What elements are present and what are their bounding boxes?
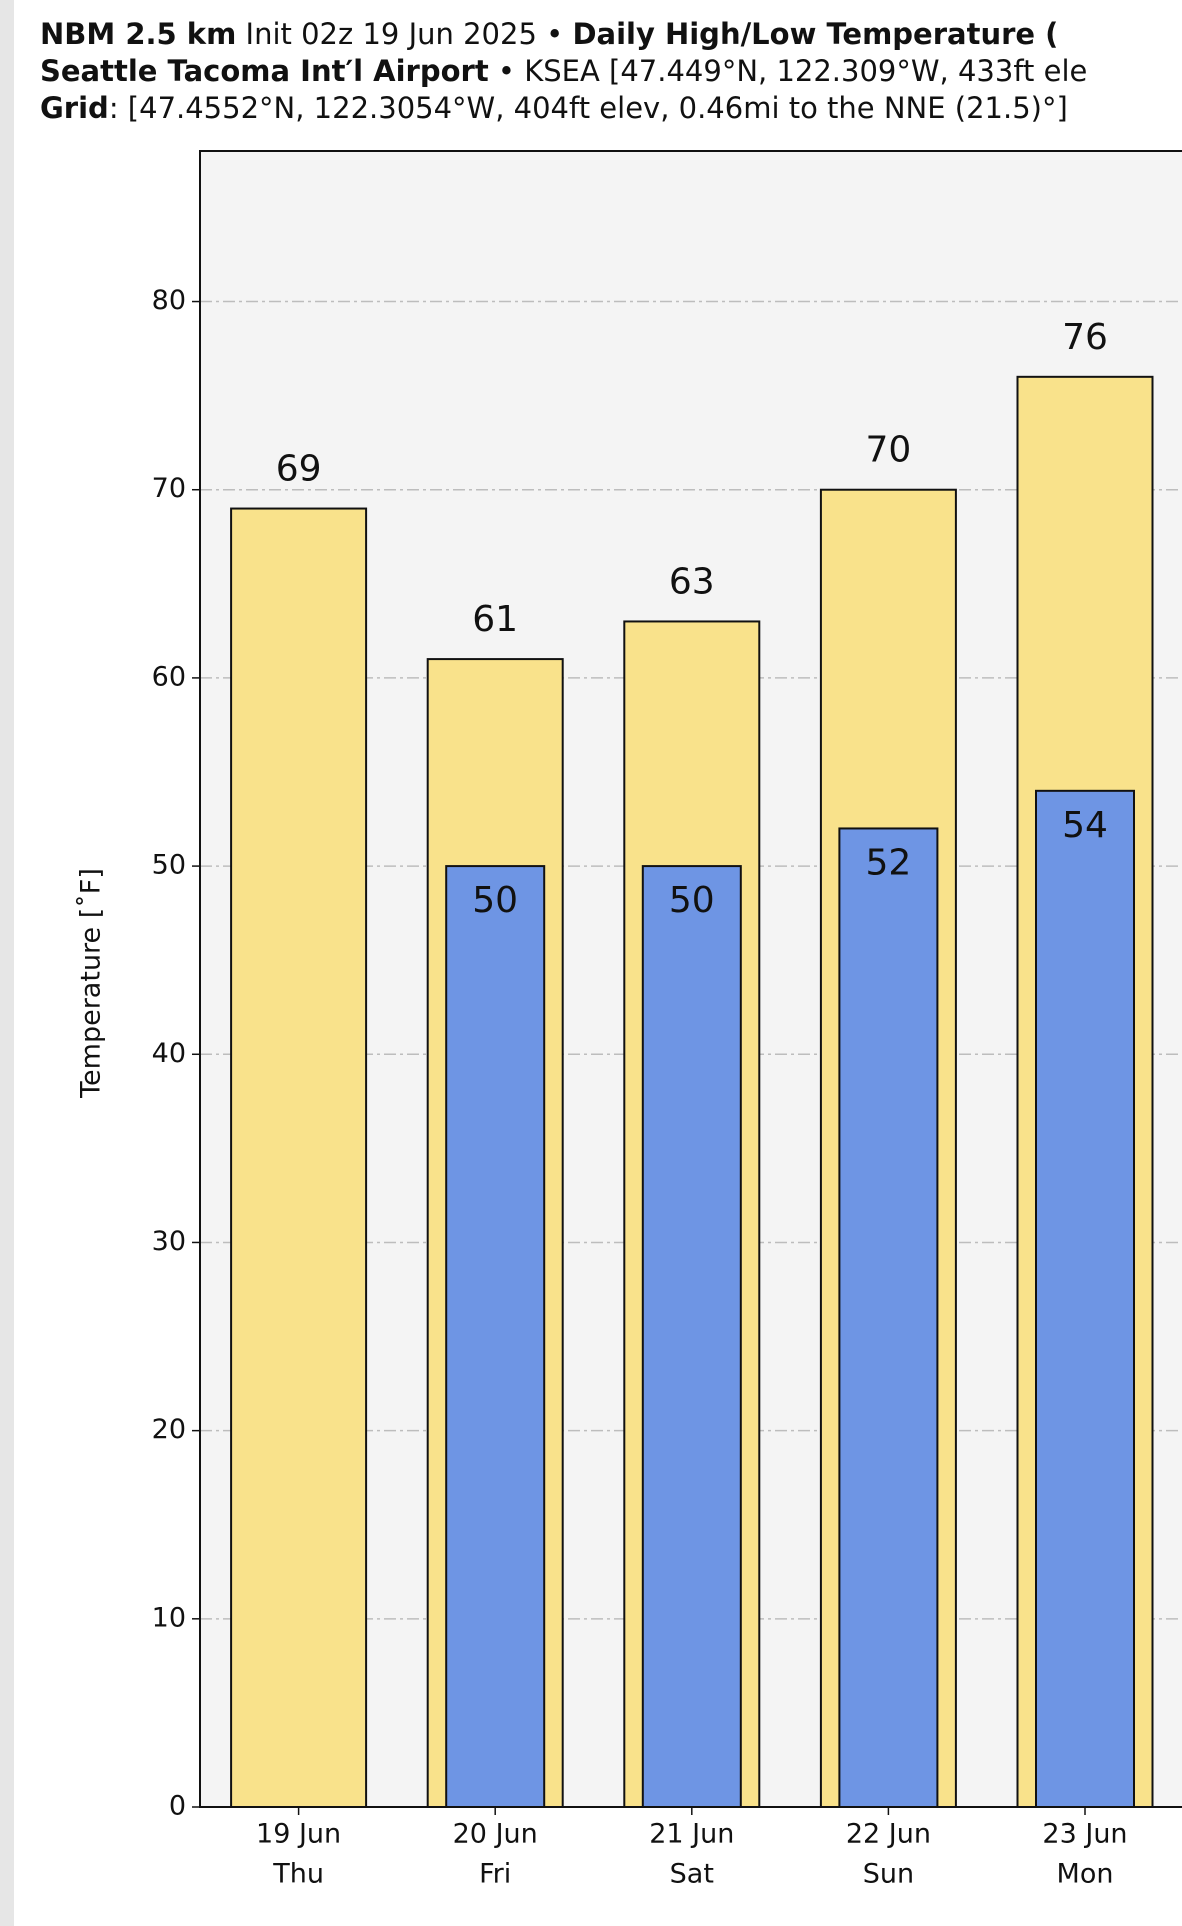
x-tick-label: Mon: [1057, 1859, 1114, 1890]
value-label: 61: [472, 599, 518, 640]
y-tick-label: 10: [152, 1602, 186, 1633]
side-strip: [0, 0, 14, 1926]
value-label: 69: [276, 449, 322, 490]
title-part: • KSEA [47.449°N, 122.309°W, 433ft ele: [489, 54, 1088, 88]
title-part: Grid: [40, 91, 109, 125]
value-label: 76: [1062, 317, 1108, 358]
y-tick-label: 0: [169, 1791, 186, 1822]
x-tick-label: 21 Jun: [649, 1819, 734, 1850]
x-tick-label: 23 Jun: [1042, 1819, 1127, 1850]
x-tick-label: 20 Jun: [453, 1819, 538, 1850]
x-tick-label: 19 Jun: [256, 1819, 341, 1850]
value-label: 70: [865, 430, 911, 471]
bar: [445, 865, 546, 1808]
y-tick-label: 30: [152, 1226, 186, 1257]
x-tick-label: Sat: [670, 1859, 714, 1890]
x-tick-label: 22 Jun: [846, 1819, 931, 1850]
value-label: 54: [1062, 805, 1108, 846]
value-label: 50: [472, 880, 518, 921]
bar: [641, 865, 742, 1808]
bar: [838, 827, 939, 1808]
plot-frame: [199, 150, 1182, 1808]
x-tick-label: Thu: [272, 1859, 324, 1890]
y-tick-label: 80: [152, 285, 186, 316]
value-label: 50: [669, 880, 715, 921]
bar: [1035, 789, 1135, 1808]
y-tick-label: 40: [152, 1038, 186, 1069]
y-tick-label: 70: [152, 473, 186, 504]
y-tick-label: 50: [152, 850, 186, 881]
title-line: NBM 2.5 km Init 02z 19 Jun 2025 • Daily …: [40, 17, 1058, 51]
value-label: 63: [669, 561, 715, 602]
y-axis-label: Temperature [˚F]: [76, 868, 107, 1099]
title-part: : [47.4552°N, 122.3054°W, 404ft elev, 0.…: [109, 91, 1068, 125]
title-line: Seattle Tacoma Int′l Airport • KSEA [47.…: [40, 54, 1087, 88]
value-label: 52: [865, 842, 911, 883]
title-part: Seattle Tacoma Int′l Airport: [40, 54, 489, 88]
title-line: Grid: [47.4552°N, 122.3054°W, 404ft elev…: [40, 91, 1068, 125]
title-part: Daily High/Low Temperature (: [572, 17, 1058, 51]
title-part: NBM 2.5 km: [40, 17, 236, 51]
bar: [230, 507, 368, 1809]
y-tick-label: 20: [152, 1414, 186, 1445]
x-tick-label: Sun: [863, 1859, 914, 1890]
y-tick-label: 60: [152, 661, 186, 692]
title-part: Init 02z 19 Jun 2025 •: [236, 17, 572, 51]
x-tick-label: Fri: [479, 1859, 511, 1890]
